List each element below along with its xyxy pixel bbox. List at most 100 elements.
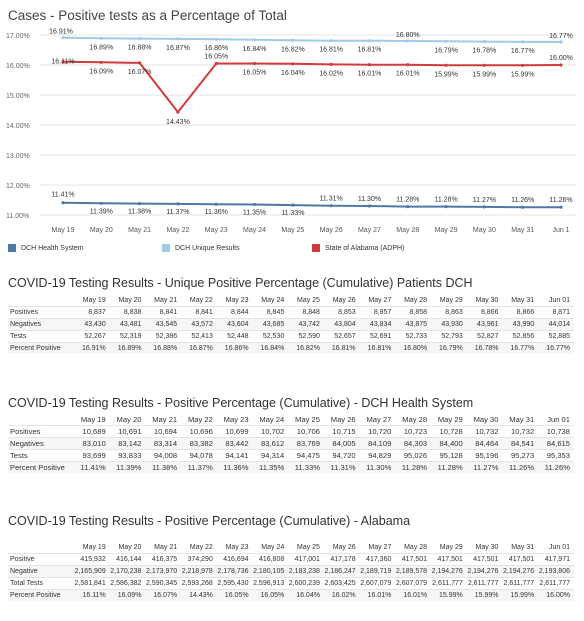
table-cell: 2,590,345	[145, 577, 182, 590]
table-cell: 2,611,777	[538, 577, 574, 590]
column-header: May 25	[295, 415, 320, 424]
table-cell: 43,961	[466, 318, 503, 331]
row-label: Negatives	[8, 437, 75, 450]
table-cell: 16.05%	[252, 589, 289, 601]
table-cell: 16.07%	[145, 589, 182, 601]
table-cell: 16.02%	[323, 589, 360, 601]
table-cell: 8,866	[502, 306, 539, 319]
series-line-2	[62, 60, 562, 114]
column-header: May 20	[118, 297, 142, 304]
data-point	[559, 205, 563, 209]
data-label: 16.81%	[358, 47, 382, 54]
table-cell: 417,360	[359, 553, 396, 566]
data-label: 16.77%	[511, 48, 535, 55]
y-tick-label: 11.00%	[6, 213, 29, 220]
table-cell: 2,595,430	[216, 577, 253, 590]
table-cell: 95,273	[502, 449, 539, 462]
table-cell: 11.28%	[395, 461, 432, 473]
table-cell: 416,808	[252, 553, 289, 566]
table-cell: 84,615	[538, 437, 574, 450]
table-cell: 16.01%	[395, 589, 432, 601]
data-label: 11.39%	[90, 208, 113, 215]
table-cell: 16.11%	[74, 589, 110, 601]
table-cell: 11.37%	[181, 461, 217, 473]
table-cell: 2,193,806	[538, 565, 574, 578]
data-label: 16.05%	[204, 54, 228, 61]
table-row: Positive 415,932 416,144 416,375 374,290 416,…	[8, 553, 574, 566]
data-point	[444, 63, 448, 67]
row-label: Positives	[8, 306, 75, 319]
y-tick-label: 15.00%	[6, 93, 30, 100]
table-cell: 417,501	[395, 553, 432, 566]
table-cell: 2,194,276	[431, 565, 467, 578]
table-header-row: May 19 May 20 May 21 May 22 May 23 May 24 May …	[8, 542, 574, 554]
table-cell: 94,078	[181, 449, 217, 462]
table-cell: 52,793	[431, 330, 467, 343]
table-row: Tests 52,267 52,319 52,386 52,413 52,448 52,53…	[8, 330, 574, 343]
row-label: Percent Positive	[8, 461, 75, 473]
table-cell: 415,932	[74, 553, 110, 566]
y-tick-label: 14.00%	[6, 123, 30, 130]
table-cell: 16.81%	[323, 342, 360, 354]
data-label: 11.28%	[434, 197, 457, 204]
table-cell: 84,005	[323, 437, 360, 450]
column-header: May 22	[189, 297, 213, 304]
dch-positive-table: May 19 May 20 May 21 May 22 May 23 May 24 May …	[8, 414, 574, 473]
series-line-0	[62, 201, 561, 209]
column-header: Jun 01	[547, 415, 570, 424]
table-header-row: May 19 May 20 May 21 May 22 May 23 May 24 May …	[8, 414, 574, 426]
table-cell: 16.79%	[431, 342, 467, 354]
data-label: 11.28%	[396, 197, 419, 204]
column-header: May 28	[404, 297, 428, 304]
data-label: 16.11%	[51, 59, 74, 66]
data-point	[99, 201, 103, 205]
table-cell: 2,600,239	[288, 577, 324, 590]
data-point	[367, 63, 372, 67]
table-cell: 95,026	[395, 449, 432, 462]
chart-title: Cases - Positive tests as a Percentage o…	[8, 8, 287, 23]
table-cell: 2,183,238	[288, 565, 324, 578]
table-1-title: COVID-19 Testing Results - Unique Positi…	[8, 276, 473, 290]
data-label: 16.82%	[281, 46, 305, 53]
table-cell: 52,319	[109, 330, 146, 343]
table-cell: 43,875	[395, 318, 432, 331]
data-point	[214, 61, 218, 66]
data-point	[176, 202, 180, 206]
data-label: 15.99%	[473, 71, 497, 78]
table-cell: 11.33%	[288, 461, 324, 473]
table-cell: 52,856	[502, 330, 539, 343]
column-header: May 24	[261, 544, 285, 551]
column-header: May 30	[475, 297, 499, 304]
column-header: May 29	[439, 297, 463, 304]
table-cell: 43,430	[74, 318, 110, 331]
table-row: Percent Positive 16.11% 16.09% 16.07% 14.43%…	[8, 589, 574, 601]
table-cell: 83,769	[288, 437, 324, 450]
table-corner	[8, 542, 74, 554]
table-cell: 2,194,276	[466, 565, 503, 578]
table-cell: 52,885	[538, 330, 574, 343]
table-cell: 416,144	[109, 553, 146, 566]
data-label: 11.35%	[243, 210, 266, 217]
table-cell: 2,189,578	[395, 565, 432, 578]
data-label: 15.99%	[511, 71, 535, 78]
table-cell: 10,691	[109, 425, 146, 438]
table-cell: 44,014	[538, 318, 574, 331]
data-point	[482, 63, 486, 67]
legend-label: DCH Health System	[21, 244, 84, 252]
table-cell: 10,694	[145, 425, 182, 438]
x-tick-label: May 22	[166, 227, 189, 234]
row-label: Positive	[8, 553, 75, 566]
table-cell: 84,464	[466, 437, 503, 450]
table-cell: 43,804	[323, 318, 360, 331]
data-point	[559, 40, 563, 44]
table-cell: 11.31%	[323, 461, 360, 473]
column-header: May 22	[187, 415, 213, 424]
table-cell: 2,581,841	[74, 577, 110, 590]
y-tick-label: 13.00%	[6, 153, 30, 160]
data-label: 11.26%	[549, 197, 572, 204]
column-header: May 20	[118, 544, 142, 551]
data-label: 16.01%	[396, 71, 420, 78]
data-point	[406, 39, 410, 43]
data-point	[329, 39, 333, 43]
data-label: 15.99%	[434, 71, 458, 78]
